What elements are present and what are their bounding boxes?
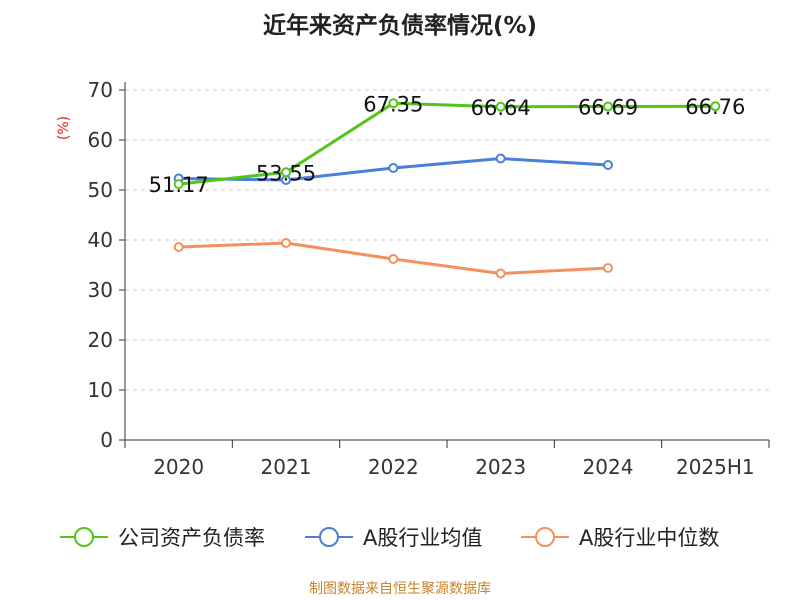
data-point: [388, 163, 399, 173]
x-tick-label: 2020: [153, 455, 204, 479]
data-point: [281, 167, 291, 178]
x-tick-label: 2025H1: [676, 455, 755, 479]
data-point: [173, 242, 184, 252]
data-point: [495, 268, 506, 279]
chart-title: 近年来资产负债率情况(%): [262, 13, 538, 39]
legend-marker: [535, 527, 555, 547]
data-point: [495, 101, 506, 112]
x-tick-label: 2023: [475, 455, 526, 479]
data-point: [603, 160, 613, 170]
data-label: 66.76: [685, 95, 745, 119]
data-label: 53.55: [256, 161, 316, 185]
data-point: [495, 153, 506, 164]
x-tick-label: 2024: [583, 455, 634, 479]
legend-label[interactable]: A股行业均值: [363, 526, 482, 550]
data-point: [710, 101, 721, 112]
y-axis: 0 10 20 30 40 50 60 70 (%): [56, 78, 126, 452]
x-tick-label: 2021: [261, 455, 312, 479]
legend: 公司资产负债率 A股行业均值 A股行业中位数: [60, 526, 719, 550]
y-tick-label: 30: [88, 278, 113, 302]
y-axis-label: (%): [56, 116, 72, 140]
data-label: 67.35: [363, 92, 423, 116]
legend-label[interactable]: 公司资产负债率: [118, 526, 265, 550]
data-point: [388, 254, 399, 264]
source-note: 制图数据来自恒生聚源数据库: [309, 581, 491, 597]
data-label: 66.69: [578, 96, 638, 120]
y-tick-label: 70: [88, 78, 113, 102]
y-tick-label: 20: [88, 328, 113, 352]
data-label: 66.64: [471, 96, 531, 120]
series-line: [178, 101, 716, 186]
data-label: 51.17: [149, 173, 209, 197]
data-point: [603, 263, 613, 273]
x-tick-label: 2022: [368, 455, 419, 479]
legend-marker: [74, 527, 94, 547]
y-tick-label: 60: [88, 128, 113, 152]
y-tick-label: 10: [88, 378, 113, 402]
x-axis: 2020 2021 2022 2023 2024 2025H1: [124, 439, 770, 479]
legend-label[interactable]: A股行业中位数: [579, 526, 719, 550]
series-layer: [173, 98, 721, 279]
data-point: [281, 238, 291, 248]
legend-marker: [319, 527, 339, 547]
data-labels: 51.17 53.55 67.35 66.64 66.69 66.76: [149, 92, 746, 197]
grid-lines: [125, 89, 769, 391]
data-point: [603, 101, 613, 112]
data-point: [388, 98, 399, 109]
y-tick-label: 40: [88, 228, 113, 252]
data-point: [173, 179, 184, 190]
y-tick-label: 0: [100, 428, 113, 452]
y-tick-label: 50: [88, 178, 113, 202]
